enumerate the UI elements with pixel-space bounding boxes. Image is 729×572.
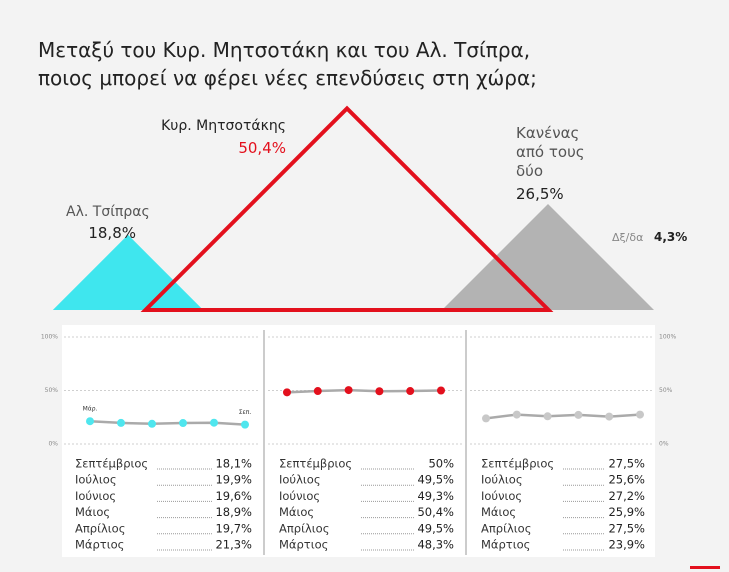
- point: [313, 387, 322, 396]
- row-value: 19,7%: [215, 521, 252, 535]
- row-value: 19,9%: [215, 473, 252, 487]
- y-tick-label: 100%: [41, 334, 58, 341]
- row-label: Ιούνιος: [481, 489, 522, 503]
- row-value: 49,5%: [417, 473, 454, 487]
- row-label: Ιούνιος: [75, 489, 116, 503]
- value-label: 26,5%: [516, 185, 564, 203]
- row-value: 25,6%: [608, 473, 645, 487]
- point: [283, 388, 291, 397]
- trend-line: [286, 388, 442, 394]
- row-label: Μάιος: [279, 505, 314, 519]
- point-label: Μάρ.: [83, 406, 98, 413]
- row-label: Ιούλιος: [75, 473, 117, 487]
- point: [241, 420, 249, 429]
- point: [482, 414, 490, 423]
- row-value: 27,5%: [608, 457, 645, 471]
- row-value: 49,5%: [417, 521, 454, 535]
- row-value: 18,9%: [215, 505, 252, 519]
- triangle: [442, 204, 654, 310]
- y-tick-label: 0%: [659, 441, 669, 448]
- row-label: Σεπτέμβριος: [279, 457, 352, 471]
- y-tick-label: 50%: [659, 387, 673, 394]
- row-value: 48,3%: [417, 538, 454, 552]
- triangle: [140, 105, 554, 312]
- row-label: Απρίλιος: [279, 521, 329, 535]
- brand-bar: [690, 566, 720, 569]
- row-value: 21,3%: [215, 538, 252, 552]
- value-label: 50,4%: [238, 139, 286, 157]
- row-label: Σεπτέμβριος: [75, 457, 148, 471]
- value-label: 4,3%: [654, 230, 688, 244]
- row-label: Μάρτιος: [75, 538, 124, 552]
- row-label: Σεπτέμβριος: [481, 457, 554, 471]
- point: [179, 419, 187, 428]
- title: Μεταξύ του Κυρ. Μητσοτάκη και του Αλ. Τσ…: [38, 36, 537, 92]
- y-tick-label: 100%: [659, 334, 676, 341]
- row-value: 50,4%: [417, 505, 454, 519]
- row-label: Ιούνιος: [279, 489, 320, 503]
- point-label: Σεπ.: [239, 409, 252, 416]
- point: [543, 412, 552, 421]
- row-label: Ιούλιος: [279, 473, 321, 487]
- trend-line: [485, 413, 641, 420]
- point: [210, 418, 218, 427]
- category-label: Κανένας από τους δύο: [516, 124, 585, 180]
- point: [86, 417, 94, 426]
- row-label: Μάρτιος: [279, 538, 328, 552]
- point: [148, 419, 156, 428]
- category-label: Αλ. Τσίπρας: [66, 204, 150, 220]
- row-label: Απρίλιος: [481, 521, 531, 535]
- row-label: Απρίλιος: [75, 521, 125, 535]
- y-tick-label: 0%: [48, 441, 58, 448]
- row-label: Μάιος: [75, 505, 110, 519]
- category-label: Δξ/δα: [612, 231, 644, 244]
- row-value: 27,2%: [608, 489, 645, 503]
- row-value: 18,1%: [215, 457, 252, 471]
- panel-background: [62, 325, 655, 557]
- point: [437, 386, 445, 395]
- title-line: ποιος μπορεί να φέρει νέες επενδύσεις στ…: [38, 66, 537, 90]
- row-value: 49,3%: [417, 489, 454, 503]
- row-value: 19,6%: [215, 489, 252, 503]
- category-label: Κυρ. Μητσοτάκης: [161, 118, 286, 134]
- trend-line: [89, 419, 246, 426]
- row-value: 23,9%: [608, 538, 645, 552]
- row-label: Μάρτιος: [481, 538, 530, 552]
- row-label: Μάιος: [481, 505, 516, 519]
- row-value: 27,5%: [608, 521, 645, 535]
- point: [117, 418, 125, 427]
- point: [406, 387, 415, 396]
- point: [636, 410, 644, 419]
- value-label: 18,8%: [88, 224, 136, 242]
- point: [512, 410, 521, 419]
- point: [574, 410, 583, 419]
- y-tick-label: 50%: [45, 387, 59, 394]
- row-value: 25,9%: [608, 505, 645, 519]
- row-label: Ιούλιος: [481, 473, 523, 487]
- point: [344, 386, 353, 395]
- row-value: 50%: [428, 457, 454, 471]
- point: [375, 387, 384, 396]
- point: [605, 412, 614, 421]
- title-line: Μεταξύ του Κυρ. Μητσοτάκη και του Αλ. Τσ…: [38, 38, 531, 62]
